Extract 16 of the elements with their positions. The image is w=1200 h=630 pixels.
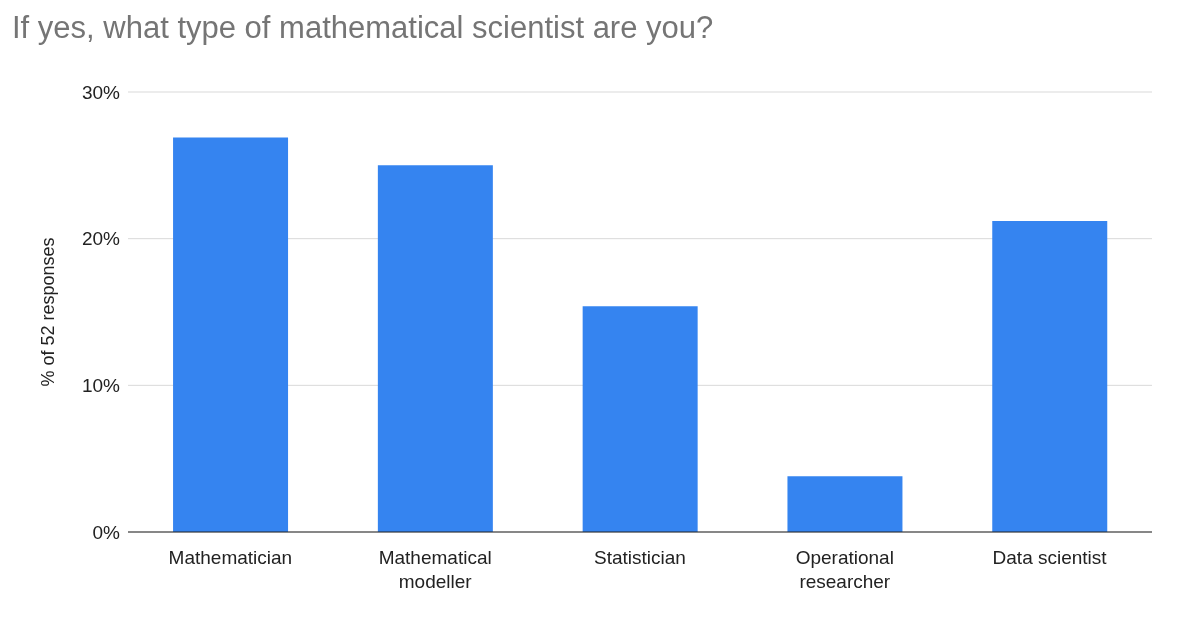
x-tick-label: Statistician [594,547,686,568]
x-tick-label: Data scientist [992,547,1108,568]
x-tick-label: Operational researcher [795,547,894,592]
bar [582,306,698,532]
bar [787,476,903,532]
bar [173,137,289,532]
y-tick-label: 20% [81,228,121,250]
y-axis-title: % of 52 responses [38,237,59,387]
chart-title: If yes, what type of mathematical scientist are you? [12,10,714,46]
y-tick-label: 0% [92,521,121,543]
x-tick-label: Mathematical modeller [378,547,492,592]
x-tick-label: Mathematician [168,547,293,568]
bar [992,221,1108,532]
bar [377,165,493,532]
y-tick-label: 30% [81,81,121,103]
y-tick-label: 10% [81,375,121,397]
